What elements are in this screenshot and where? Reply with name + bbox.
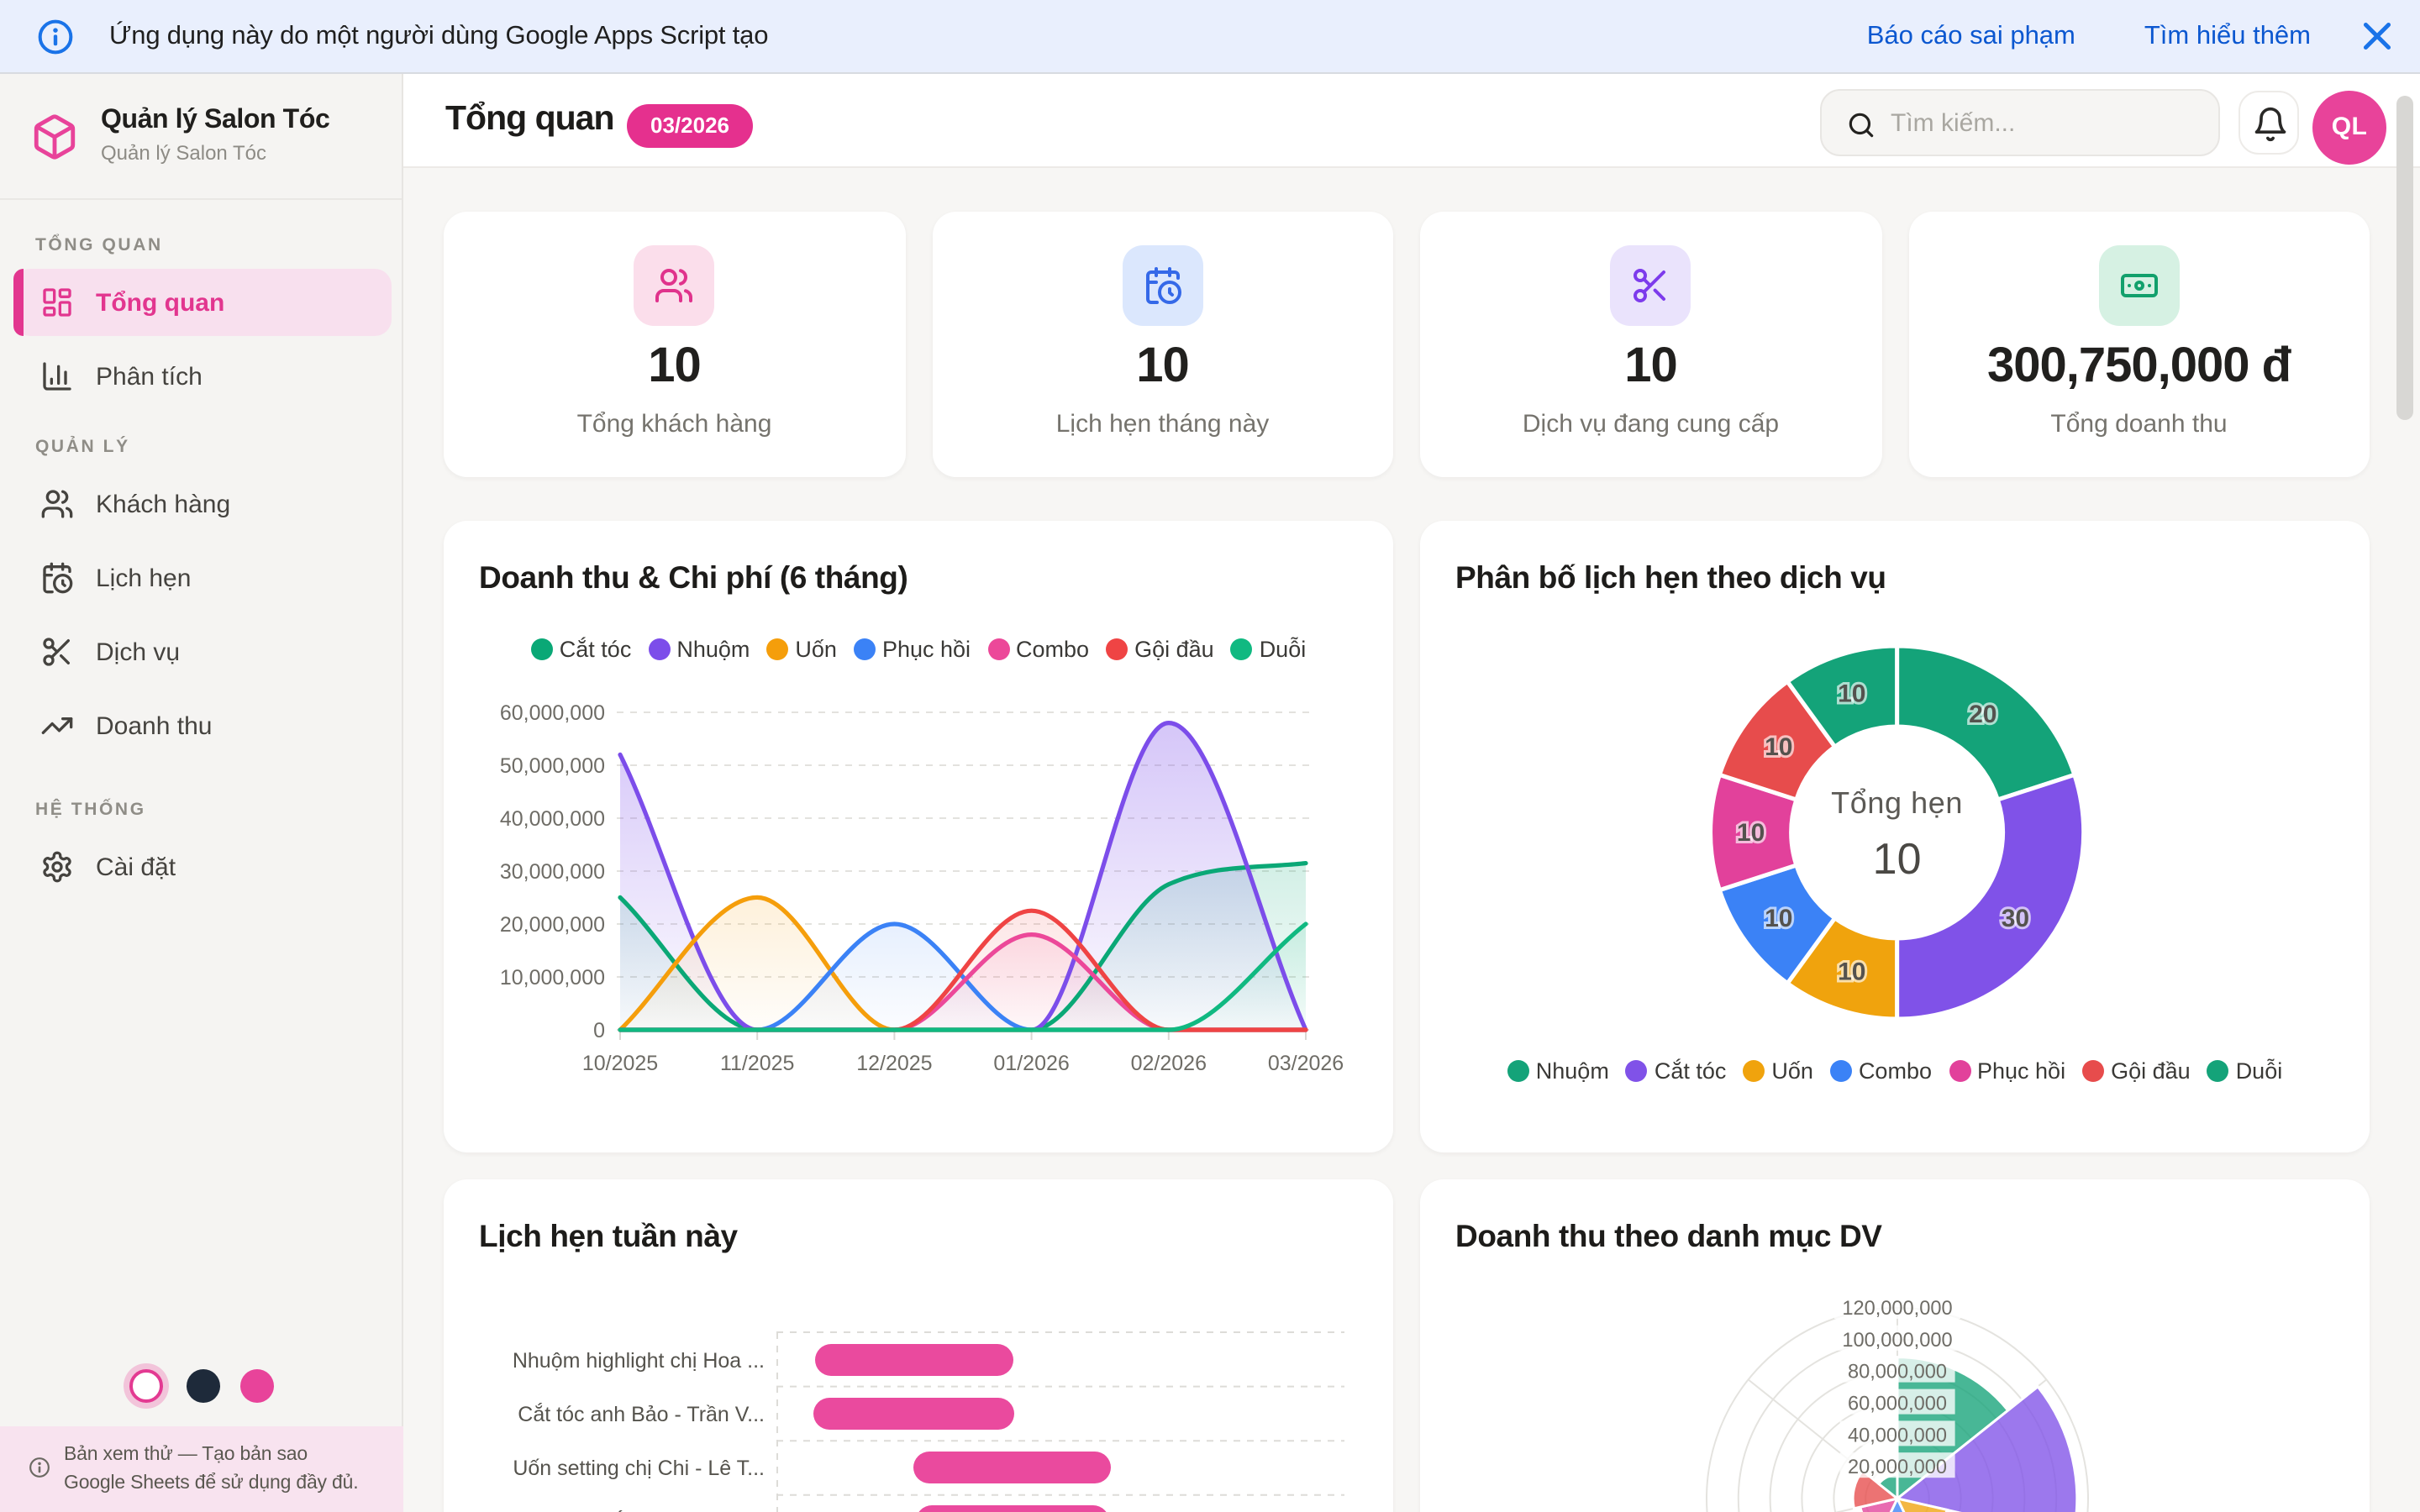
svg-text:0: 0 (593, 1019, 605, 1042)
svg-text:Combo cắt gội anh Duy...: Combo cắt gội anh Duy... (529, 1509, 765, 1512)
svg-text:20,000,000: 20,000,000 (500, 913, 605, 937)
svg-text:02/2026: 02/2026 (1131, 1052, 1207, 1075)
svg-text:Uốn setting chị Chi - Lê T...: Uốn setting chị Chi - Lê T... (513, 1457, 765, 1480)
svg-text:10: 10 (1765, 733, 1792, 761)
svg-text:40,000,000: 40,000,000 (1848, 1425, 1947, 1446)
svg-text:20,000,000: 20,000,000 (1848, 1457, 1947, 1478)
svg-text:50,000,000: 50,000,000 (500, 754, 605, 778)
svg-text:60,000,000: 60,000,000 (1848, 1393, 1947, 1415)
svg-text:30,000,000: 30,000,000 (500, 860, 605, 884)
svg-text:10,000,000: 10,000,000 (500, 966, 605, 990)
svg-text:30: 30 (2002, 905, 2029, 932)
svg-text:10: 10 (1737, 819, 1765, 847)
svg-text:10: 10 (1765, 905, 1792, 932)
svg-text:Nhuộm highlight chị Hoa ...: Nhuộm highlight chị Hoa ... (513, 1349, 765, 1373)
svg-text:11/2025: 11/2025 (720, 1052, 795, 1075)
svg-text:Cắt tóc anh Bảo - Trần V...: Cắt tóc anh Bảo - Trần V... (518, 1402, 765, 1426)
svg-text:10: 10 (1838, 680, 1865, 708)
svg-text:80,000,000: 80,000,000 (1848, 1362, 1947, 1383)
svg-text:10: 10 (1838, 958, 1865, 985)
svg-text:03/2026: 03/2026 (1268, 1052, 1344, 1075)
svg-text:60,000,000: 60,000,000 (500, 701, 605, 725)
svg-text:12/2025: 12/2025 (856, 1052, 932, 1075)
svg-text:01/2026: 01/2026 (993, 1052, 1069, 1075)
svg-text:10/2025: 10/2025 (582, 1052, 658, 1075)
svg-text:20: 20 (1969, 701, 1996, 728)
svg-text:40,000,000: 40,000,000 (500, 807, 605, 831)
svg-text:120,000,000: 120,000,000 (1842, 1298, 1952, 1320)
svg-text:100,000,000: 100,000,000 (1842, 1330, 1952, 1352)
